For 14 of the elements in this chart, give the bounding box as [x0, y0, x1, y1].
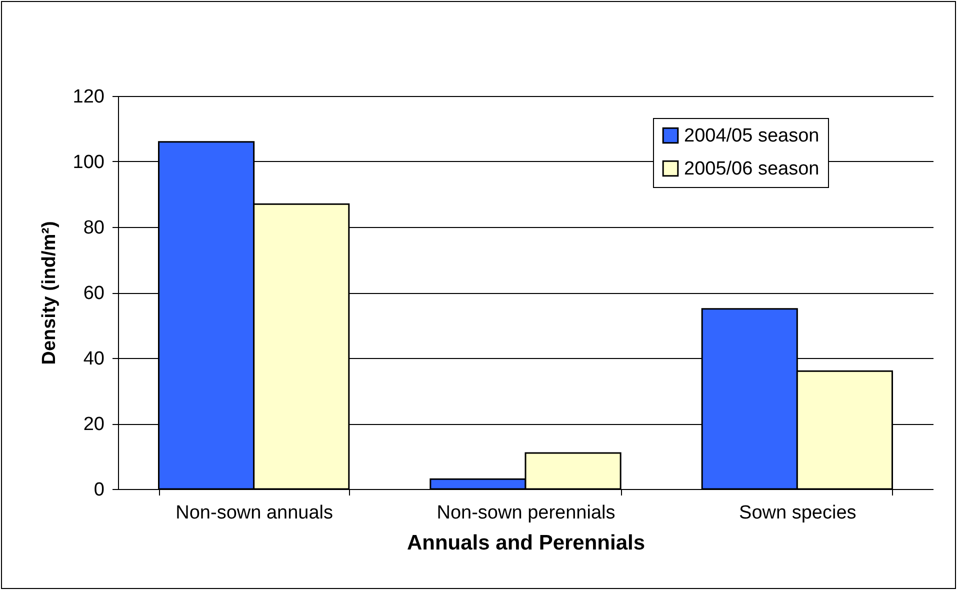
legend-label: 2004/05 season: [684, 126, 820, 146]
y-tick-label: 120: [72, 86, 104, 108]
legend-label: 2005/06 season: [684, 158, 820, 180]
y-tick-label: 0: [94, 480, 104, 500]
x-tick-label: Non-sown annuals: [176, 502, 334, 524]
y-tick-label: 40: [83, 348, 104, 370]
y-tick-label: 20: [83, 414, 104, 435]
y-tick-label: 60: [83, 283, 104, 304]
y-tick-label: 100: [72, 152, 104, 173]
y-axis-title: Density (ind/m²): [38, 221, 60, 365]
x-tick-label: Sown species: [739, 502, 856, 524]
y-tick-label: 80: [83, 218, 104, 238]
x-tick-label: Non-sown perennials: [436, 502, 616, 524]
x-axis-title: Annuals and Perennials: [406, 532, 646, 554]
